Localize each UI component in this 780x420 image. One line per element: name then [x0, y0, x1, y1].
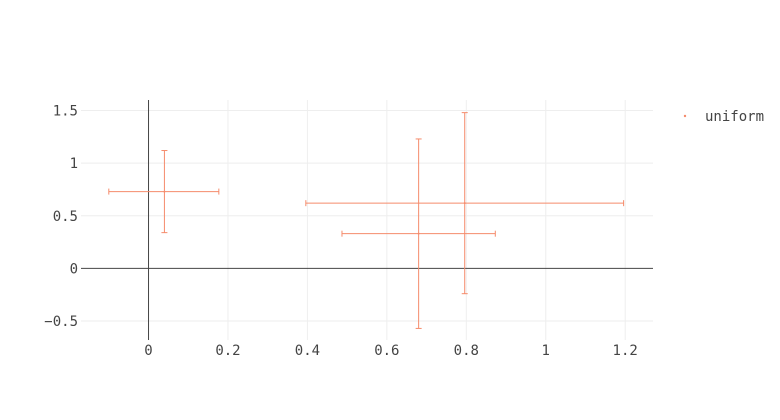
- y-tick-label: 1.5: [53, 104, 78, 120]
- point-marker: [417, 232, 420, 235]
- plot-background: [81, 100, 653, 340]
- y-tick-label: 1: [70, 156, 78, 172]
- grid: [81, 100, 653, 340]
- point-marker: [163, 190, 166, 193]
- y-tick-label: −0.5: [44, 314, 78, 330]
- data-point[interactable]: [108, 150, 220, 234]
- x-tick-label: 0.4: [295, 343, 320, 359]
- legend-marker-uniform: [683, 114, 687, 118]
- zero-lines: [81, 100, 653, 340]
- data-layer: [108, 112, 625, 329]
- point-marker: [463, 202, 466, 205]
- y-tick-label: 0.5: [53, 209, 78, 225]
- tick-labels: 0 0.2 0.4 0.6 0.8 1 1.2 −0.5 0 0.5 1 1.5: [44, 104, 638, 359]
- x-tick-label: 0.2: [215, 343, 240, 359]
- data-point[interactable]: [305, 112, 625, 295]
- x-tick-label: 0: [144, 343, 152, 359]
- x-tick-label: 0.6: [374, 343, 399, 359]
- x-tick-label: 1: [542, 343, 550, 359]
- data-point[interactable]: [341, 138, 496, 329]
- x-tick-label: 0.8: [454, 343, 479, 359]
- legend[interactable]: uniform: [683, 109, 764, 125]
- legend-label-uniform: uniform: [705, 109, 764, 125]
- x-tick-label: 1.2: [613, 343, 638, 359]
- y-tick-label: 0: [70, 261, 78, 277]
